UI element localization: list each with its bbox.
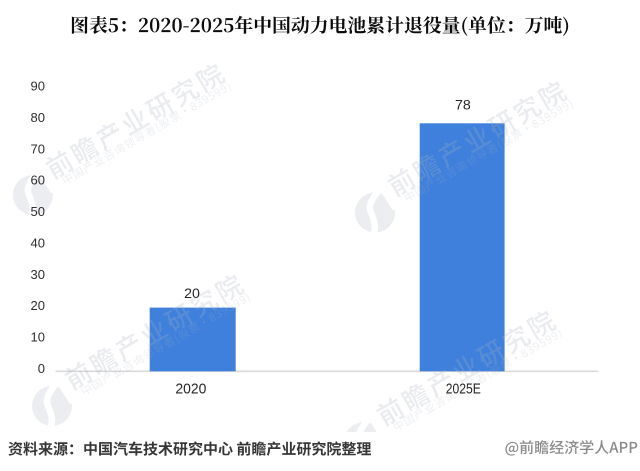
svg-text:78: 78	[455, 98, 471, 114]
svg-text:30: 30	[31, 267, 45, 282]
svg-text:70: 70	[31, 141, 45, 156]
svg-text:20: 20	[31, 298, 45, 313]
svg-text:0: 0	[38, 361, 45, 376]
svg-text:90: 90	[31, 79, 45, 94]
svg-text:50: 50	[31, 204, 45, 219]
svg-text:2025E: 2025E	[446, 380, 481, 397]
svg-text:40: 40	[31, 236, 45, 251]
svg-text:80: 80	[31, 110, 45, 125]
svg-text:2020: 2020	[175, 380, 206, 397]
svg-text:20: 20	[184, 286, 200, 302]
svg-text:60: 60	[31, 173, 45, 188]
svg-text:10: 10	[31, 330, 45, 345]
